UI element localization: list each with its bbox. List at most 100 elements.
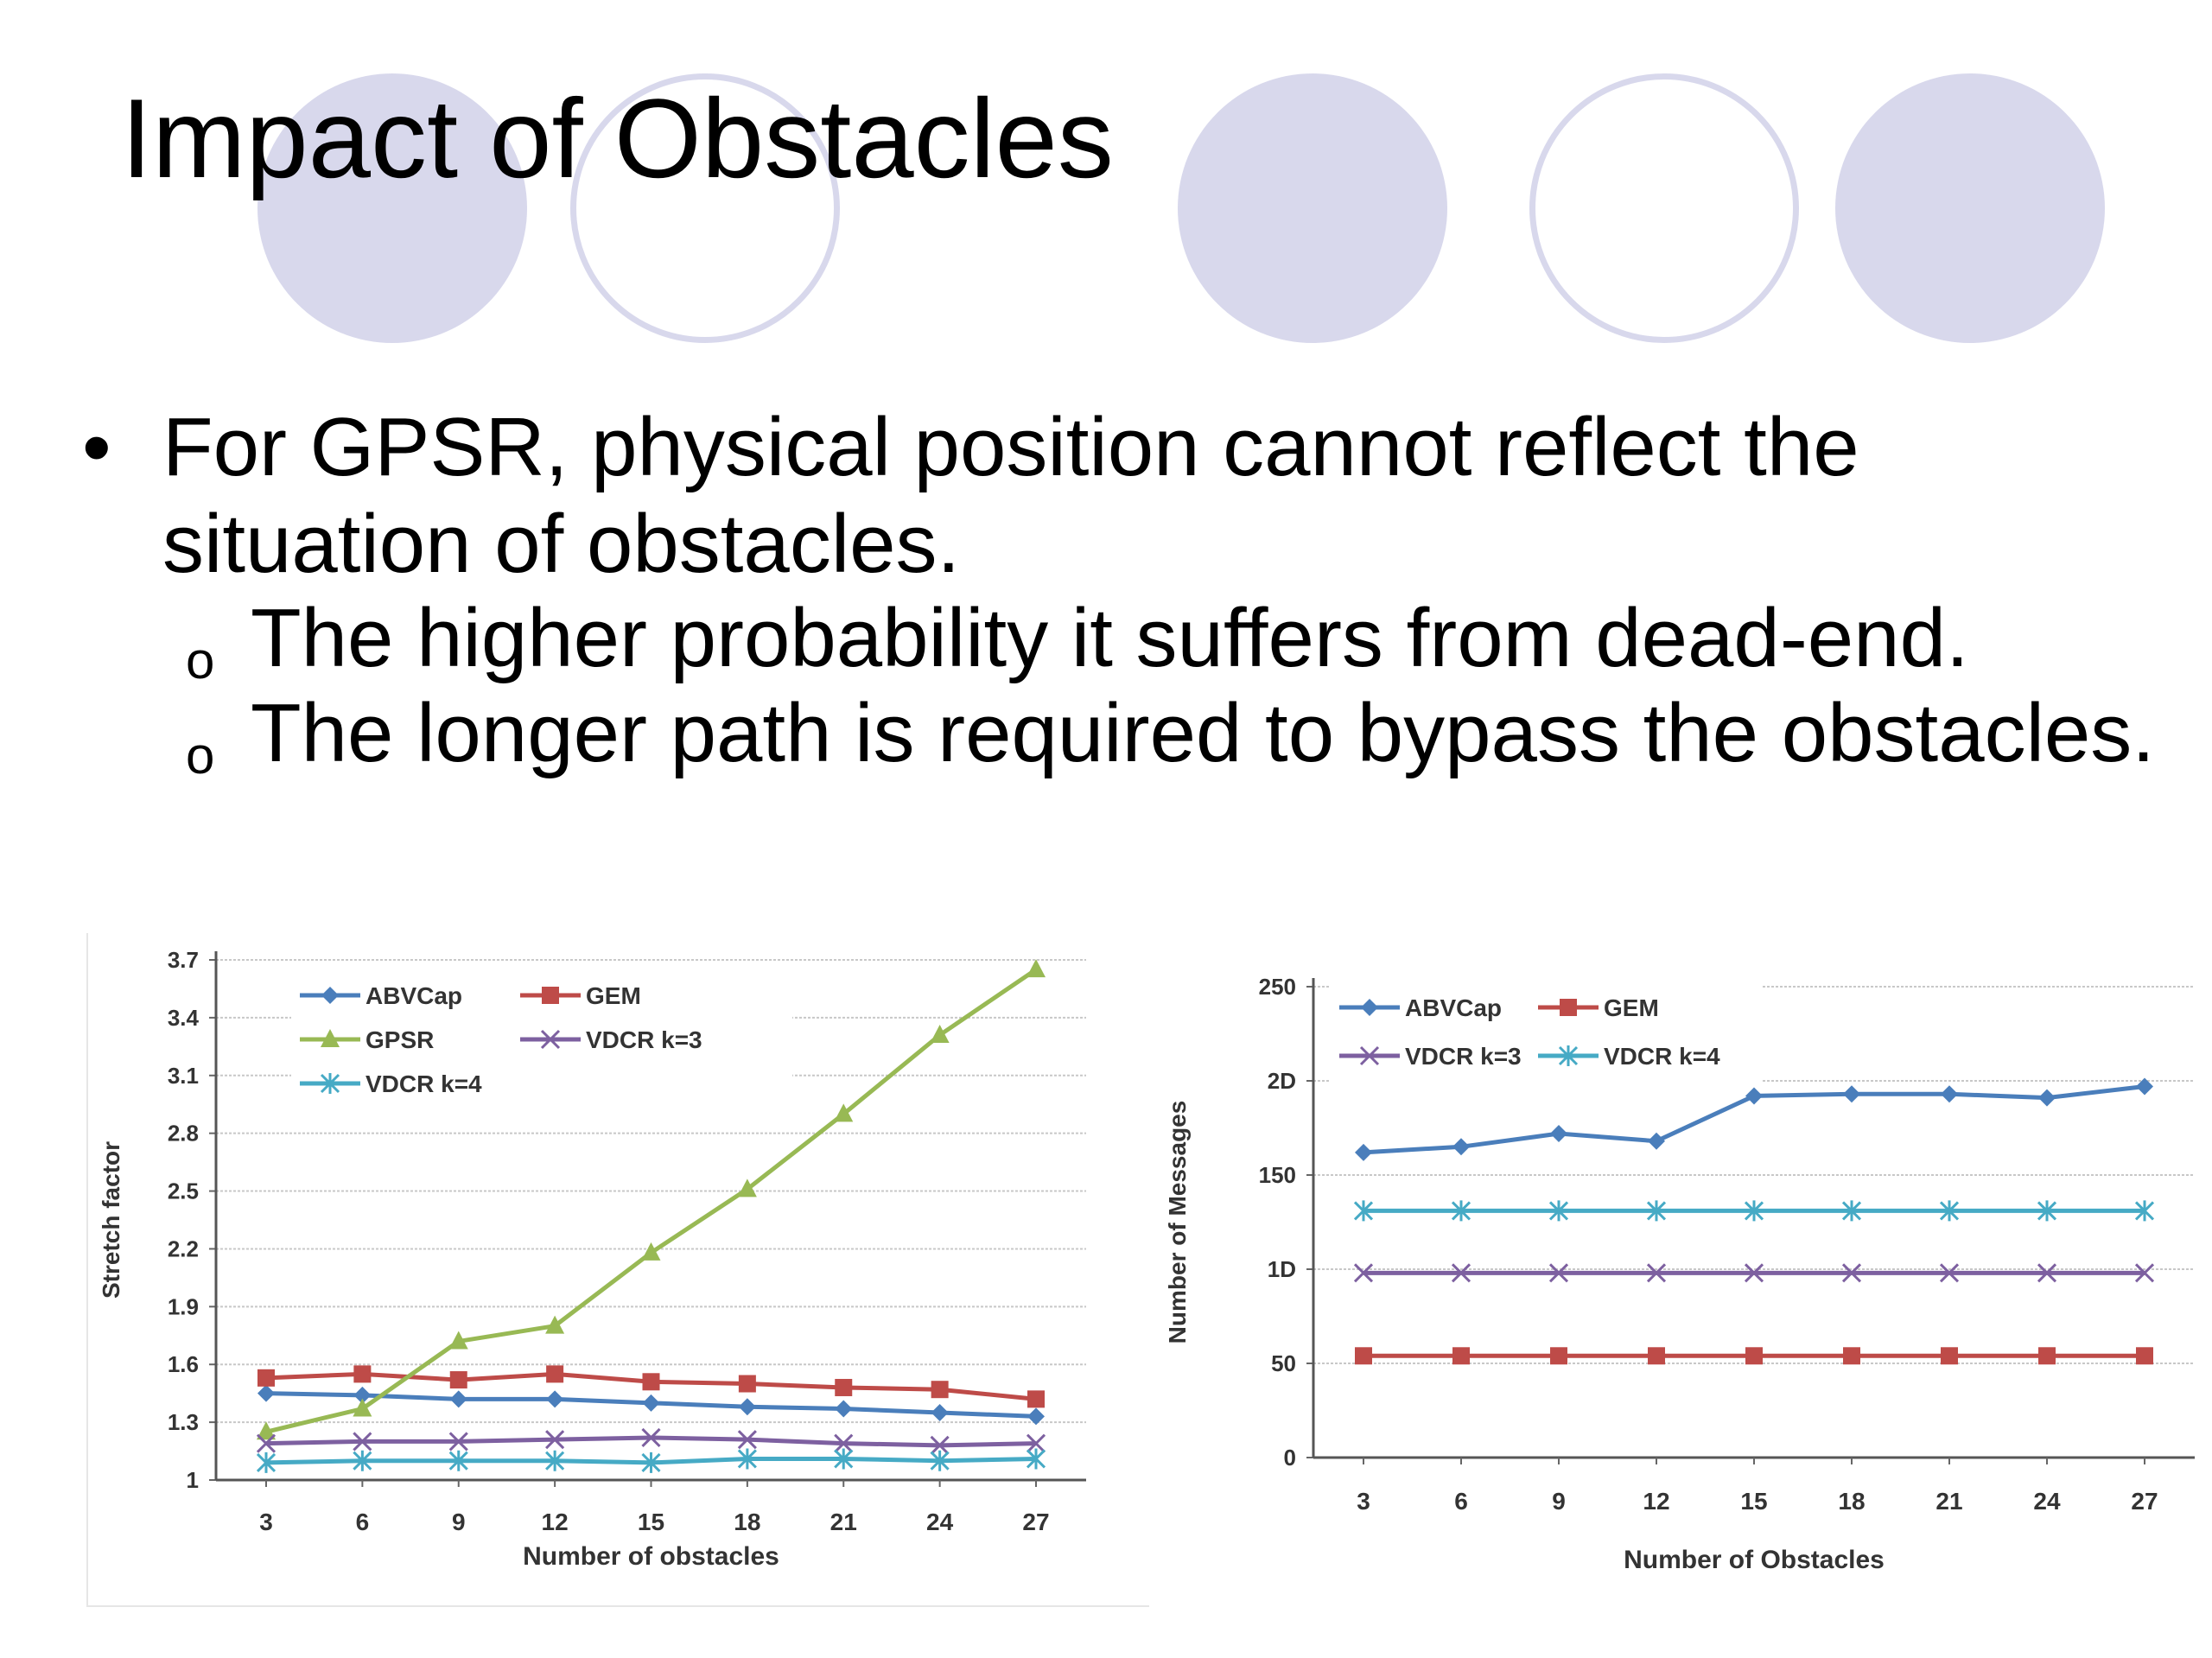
data-point-gem xyxy=(835,1378,853,1396)
x-tick-label: 27 xyxy=(1022,1509,1049,1535)
y-tick-label: 2.2 xyxy=(168,1236,199,1261)
data-point-vdcr-k-3 xyxy=(1026,1433,1046,1453)
data-point-vdcr-k-4 xyxy=(1646,1200,1667,1222)
x-tick-label: 15 xyxy=(638,1509,664,1535)
legend-label: ABVCap xyxy=(365,982,462,1009)
data-point-vdcr-k-3 xyxy=(1744,1263,1764,1283)
data-point-abvcap xyxy=(257,1384,275,1402)
data-point-vdcr-k-3 xyxy=(1939,1263,1960,1283)
data-point-abvcap xyxy=(738,1398,756,1416)
data-point-gem xyxy=(353,1365,372,1383)
data-point-vdcr-k-3 xyxy=(448,1432,468,1452)
data-point-vdcr-k-4 xyxy=(1548,1200,1569,1222)
data-point-gem xyxy=(1452,1347,1470,1365)
legend-background xyxy=(1331,985,1763,1084)
decorative-circle xyxy=(1178,73,1447,343)
y-tick-label: 1D xyxy=(1268,1256,1296,1282)
data-point-gpsr xyxy=(641,1242,661,1261)
data-point-abvcap xyxy=(353,1386,372,1404)
data-point-gem xyxy=(546,1365,564,1383)
slide-title: Impact of Obstacles xyxy=(121,75,1114,201)
x-tick-label: 24 xyxy=(926,1509,954,1535)
x-tick-label: 6 xyxy=(1454,1488,1468,1515)
data-point-vdcr-k-4 xyxy=(2037,1200,2057,1222)
data-point-gem xyxy=(1745,1347,1763,1365)
legend-marker xyxy=(1361,999,1378,1016)
legend-marker xyxy=(542,987,559,1004)
data-point-vdcr-k-3 xyxy=(1353,1263,1374,1283)
data-point-abvcap xyxy=(2038,1089,2056,1107)
data-point-abvcap xyxy=(449,1390,467,1408)
legend-label: VDCR k=3 xyxy=(586,1026,702,1053)
x-tick-label: 21 xyxy=(830,1509,857,1535)
data-point-vdcr-k-4 xyxy=(353,1450,372,1471)
legend-item-vdcr-k-3: VDCR k=3 xyxy=(520,1026,702,1053)
sub-bullet-text: The higher probability it suffers from d… xyxy=(251,592,1969,684)
legend-marker xyxy=(321,1029,340,1047)
data-point-vdcr-k-3 xyxy=(1841,1263,1862,1283)
messages-chart: 0 50 1D 150 2D 250 3 6 9 12 15 18 21 24 27 Number of Ob… xyxy=(1158,933,2212,1607)
data-point-abvcap xyxy=(835,1400,853,1418)
data-point-abvcap xyxy=(546,1390,564,1408)
series-abvcap xyxy=(257,1384,1045,1426)
data-point-vdcr-k-4 xyxy=(448,1450,468,1471)
y-tick-label: 2.5 xyxy=(168,1178,199,1204)
y-tick-label: 50 xyxy=(1271,1350,1296,1376)
data-point-vdcr-k-3 xyxy=(256,1433,276,1453)
legend-label: VDCR k=3 xyxy=(1405,1043,1522,1070)
data-point-gem xyxy=(1027,1390,1045,1408)
y-tick-label: 1.9 xyxy=(168,1293,199,1319)
legend-item-vdcr-k-4: VDCR k=4 xyxy=(1538,1043,1720,1070)
data-point-vdcr-k-3 xyxy=(834,1433,854,1453)
sub-bullet-text: The longer path is required to bypass th… xyxy=(251,687,2155,779)
data-point-vdcr-k-3 xyxy=(1548,1263,1569,1283)
data-point-vdcr-k-4 xyxy=(930,1450,950,1471)
data-point-vdcr-k-4 xyxy=(1026,1448,1046,1470)
data-point-vdcr-k-4 xyxy=(737,1448,757,1470)
y-tick-label: 250 xyxy=(1259,974,1296,1000)
legend-item-gem: GEM xyxy=(1538,994,1659,1021)
data-point-abvcap xyxy=(1941,1085,1958,1103)
x-axis-title: Number of obstacles xyxy=(523,1542,779,1571)
sub-bullet-circle-icon: o xyxy=(186,632,215,689)
x-tick-label: 12 xyxy=(1643,1488,1669,1515)
legend-label: GEM xyxy=(1604,994,1659,1021)
series-gem xyxy=(257,1365,1045,1408)
data-point-gpsr xyxy=(930,1024,950,1043)
x-tick-label: 18 xyxy=(1838,1488,1865,1515)
legend-item-abvcap: ABVCap xyxy=(300,982,462,1009)
data-point-vdcr-k-4 xyxy=(1353,1200,1374,1222)
decorative-circle xyxy=(1835,73,2105,343)
data-point-abvcap xyxy=(1027,1407,1045,1426)
decorative-circle xyxy=(570,73,840,343)
bullet-dot-icon: • xyxy=(82,401,111,493)
legend-marker xyxy=(1558,1045,1579,1066)
data-point-gem xyxy=(1941,1347,1958,1365)
data-point-abvcap xyxy=(642,1394,660,1412)
data-point-vdcr-k-4 xyxy=(834,1448,854,1470)
data-point-gem xyxy=(1648,1347,1665,1365)
legend-item-vdcr-k-3: VDCR k=3 xyxy=(1339,1043,1522,1070)
y-tick-label: 1.3 xyxy=(168,1409,199,1435)
y-tick-label: 2.8 xyxy=(168,1121,199,1147)
data-point-abvcap xyxy=(1355,1143,1372,1161)
decorative-circle xyxy=(257,73,527,343)
data-point-gem xyxy=(931,1381,949,1399)
x-tick-label: 12 xyxy=(542,1509,569,1535)
legend-label: VDCR k=4 xyxy=(365,1070,482,1097)
legend: ABVCap GEM VDCR k=3 VDCR k=4 xyxy=(1331,985,1763,1084)
data-point-abvcap xyxy=(1843,1085,1860,1103)
bullet-text: For GPSR, physical position cannot refle… xyxy=(162,401,1859,590)
y-tick-label: 0 xyxy=(1284,1445,1296,1471)
x-axis-title: Number of Obstacles xyxy=(1624,1546,1885,1574)
data-point-gem xyxy=(1550,1347,1567,1365)
y-tick-label: 2D xyxy=(1268,1068,1296,1094)
legend-marker xyxy=(1560,999,1577,1016)
data-point-vdcr-k-3 xyxy=(1646,1263,1667,1283)
data-point-vdcr-k-3 xyxy=(1451,1263,1471,1283)
data-point-gpsr xyxy=(353,1398,372,1417)
y-tick-label: 3.1 xyxy=(168,1063,199,1089)
series-gpsr xyxy=(257,959,1046,1440)
data-point-gem xyxy=(738,1375,756,1393)
series-vdcr-k-4 xyxy=(256,1448,1046,1473)
